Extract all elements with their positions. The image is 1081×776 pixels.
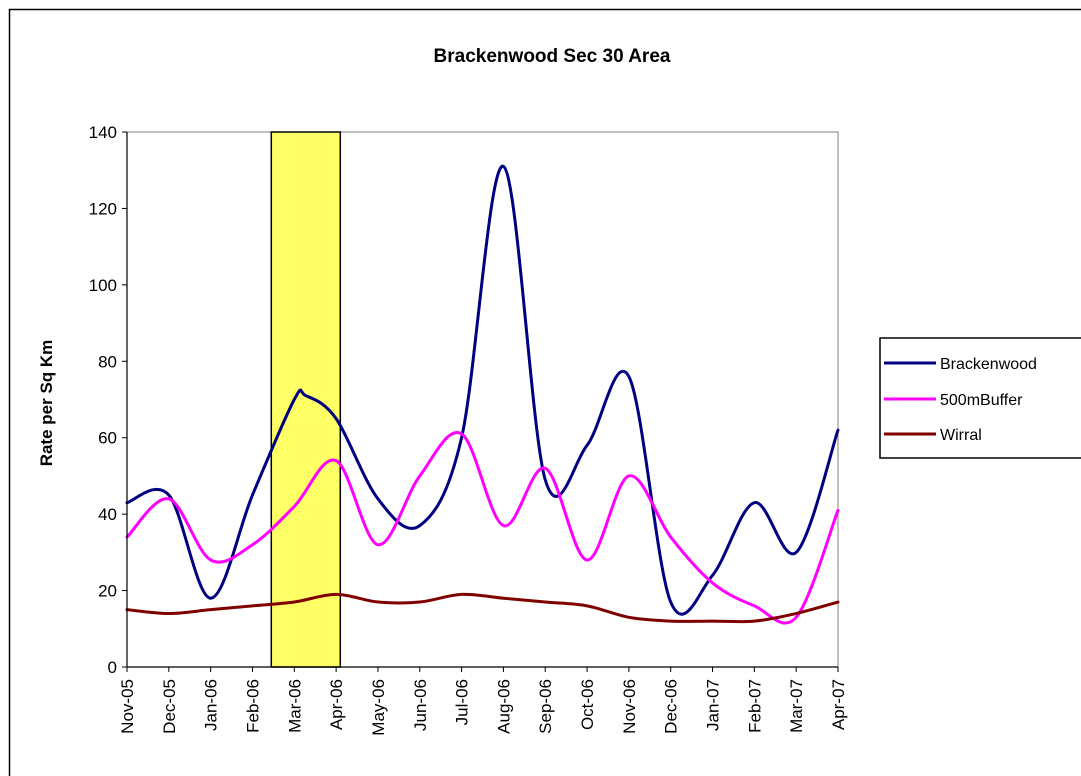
y-tick-label: 120 — [89, 199, 117, 218]
y-tick-label: 40 — [98, 505, 117, 524]
x-tick-label: Apr-06 — [327, 679, 346, 730]
x-tick-label: Feb-06 — [243, 679, 262, 733]
y-tick-label: 140 — [89, 123, 117, 142]
y-tick-label: 80 — [98, 352, 117, 371]
series-line-500mbuffer — [125, 431, 840, 625]
x-tick-label: Dec-05 — [160, 679, 179, 734]
x-tick-label: Aug-06 — [494, 679, 513, 734]
plot-area-border — [126, 131, 839, 668]
series-line-wirral — [125, 592, 840, 624]
x-tick-label: Oct-06 — [578, 679, 597, 730]
y-tick-label: 20 — [98, 582, 117, 601]
x-tick-label: Sep-06 — [536, 679, 555, 734]
y-tick-label: 60 — [98, 429, 117, 448]
y-axis-label: Rate per Sq Km — [37, 340, 56, 467]
highlight-layer — [270, 131, 342, 668]
x-tick-label: Dec-06 — [662, 679, 681, 734]
x-tick-label: Feb-07 — [745, 679, 764, 733]
x-tick-label: Jun-06 — [411, 679, 430, 731]
chart-title: Brackenwood Sec 30 Area — [434, 46, 671, 67]
x-tick-label: Jul-06 — [453, 679, 472, 725]
legend: Brackenwood 500mBuffer Wirral — [879, 337, 1081, 459]
series-layer — [125, 164, 840, 625]
x-tick-label: Jan-06 — [202, 679, 221, 731]
x-tick-label: Apr-07 — [829, 679, 848, 730]
legend-label-500mbuffer: 500mBuffer — [940, 392, 1023, 409]
y-tick-label: 100 — [89, 276, 117, 295]
x-tick-label: Nov-06 — [620, 679, 639, 734]
x-tick-label: Mar-06 — [285, 679, 304, 733]
x-tick-label: May-06 — [369, 679, 388, 736]
legend-label-wirral: Wirral — [940, 427, 982, 444]
x-tick-label: Nov-05 — [118, 679, 137, 734]
highlight-band — [270, 131, 342, 668]
x-tick-label: Mar-07 — [787, 679, 806, 733]
legend-label-brackenwood: Brackenwood — [940, 356, 1037, 373]
x-tick-label: Jan-07 — [704, 679, 723, 731]
axis-layer: 0 20 40 60 80 100 120 140 Nov-05 Dec-05 Jan-06 Feb-… — [89, 123, 848, 736]
series-line-brackenwood — [125, 164, 840, 616]
y-tick-label: 0 — [108, 658, 117, 677]
